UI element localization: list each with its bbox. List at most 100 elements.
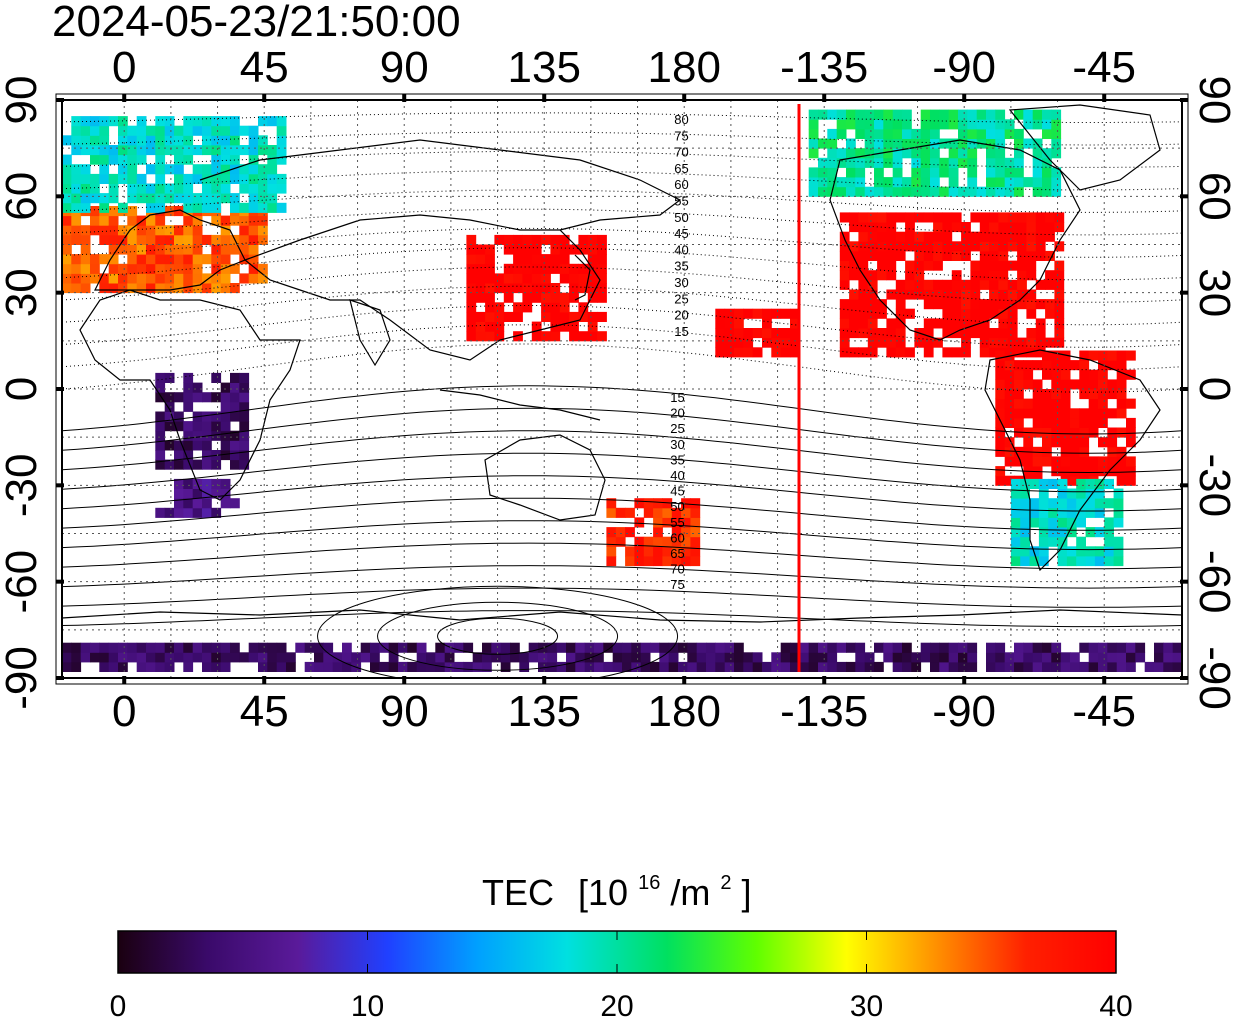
tec-cell [1163,642,1174,653]
tec-cell [1098,437,1108,448]
tec-cell [211,421,222,432]
contour-label-south: 25 [670,421,684,436]
tec-cell [164,164,175,175]
tec-cell [192,507,203,518]
tec-cell [668,652,679,663]
tec-cell [1004,157,1015,168]
tec-cell [202,459,212,470]
tec-cell [615,536,626,547]
tec-cell [71,283,82,294]
tec-cell [1076,517,1086,528]
tec-cell [1079,466,1090,477]
tec-cell [220,215,231,226]
tec-cell [933,337,943,348]
tec-cell [986,128,996,139]
tec-cell [1014,128,1024,139]
tec-cell [62,135,72,146]
tec-cell [342,642,352,653]
modip-contour [62,227,1182,258]
tec-cell [248,135,259,146]
tec-cell [155,173,166,184]
tec-cell [1029,556,1040,567]
tec-cell [1032,456,1043,467]
tec-cell [1060,389,1071,400]
tec-cell [612,642,623,653]
tec-cell [62,193,72,204]
tec-cell [855,177,866,188]
tec-cell [1070,360,1080,371]
tec-cell [513,273,523,284]
tec-cell [220,244,231,255]
tec-cell [1020,498,1030,509]
tec-cell [1088,379,1099,390]
tec-cell [1038,478,1049,489]
left-frame-tick [56,387,64,391]
tec-cell [1135,642,1146,653]
tec-cell [995,157,1006,168]
tec-cell [1070,475,1080,486]
tec-cell [1017,260,1027,271]
tec-cell [671,527,682,538]
tec-cell [1014,138,1024,149]
tec-cell [979,270,990,281]
tec-cell [164,411,175,422]
tec-cell [961,231,971,242]
tec-cell [1026,270,1037,281]
tec-cell [998,270,1009,281]
tec-cell [211,193,222,204]
tec-cell [71,254,82,265]
tec-cell [895,250,906,261]
tec-cell [743,652,754,663]
tec-cell [220,193,231,204]
tec-cell [1051,138,1062,149]
tec-cell [948,138,959,149]
tec-cell [164,135,175,146]
tec-cell [99,254,110,265]
right-frame-tick [1180,676,1188,680]
tec-cell [1017,222,1027,233]
right-frame-tick [1180,290,1188,295]
tec-cell [846,186,856,197]
tec-cell [183,254,194,265]
tec-cell [998,308,1009,319]
tec-cell [155,450,166,461]
modip-contour [62,542,1182,570]
tec-cell [71,125,82,136]
tec-cell [559,244,570,255]
tec-cell [839,241,850,252]
tec-cell [1023,652,1034,663]
tec-cell [118,135,128,146]
tec-cell [127,125,138,136]
left-frame-tick [56,194,64,199]
tec-cell [622,652,632,663]
tec-cell [836,109,847,120]
tec-cell [1060,652,1071,663]
tec-cell [846,109,856,120]
tec-cell [858,231,869,242]
tec-cell [1126,417,1136,428]
tec-cell [211,283,222,294]
tec-cell [1042,109,1052,120]
tec-cell [127,642,138,653]
tec-cell [643,536,654,547]
tec-cell [314,652,324,663]
tec-cell [80,183,91,194]
top-frame-tick [122,94,127,102]
right-frame-tick [1180,98,1188,102]
tec-cell [398,642,408,653]
tec-cell [839,308,850,319]
tec-cell [1042,427,1052,438]
tec-cell [267,661,278,672]
tec-cell [671,546,682,557]
tec-cell [939,109,950,120]
tec-cell [174,164,184,175]
tec-cell [503,234,514,245]
tec-cell [1154,642,1164,653]
tec-cell [1017,347,1027,358]
tec-cell [1057,546,1068,557]
tec-cell [202,193,212,204]
tec-cell [155,145,166,156]
tec-cell [230,244,240,255]
tec-cell [643,507,654,518]
tec-cell [258,173,268,184]
